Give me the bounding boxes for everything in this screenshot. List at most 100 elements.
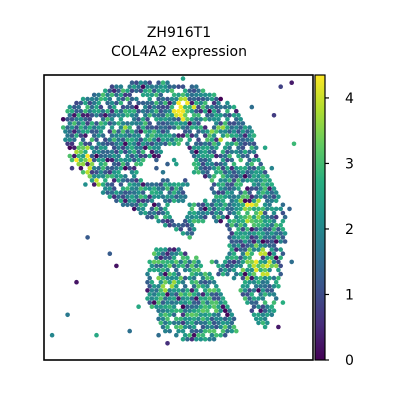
expression-spot bbox=[211, 320, 217, 326]
expression-spot bbox=[273, 239, 279, 244]
expression-spot bbox=[151, 129, 157, 134]
expression-spot bbox=[167, 328, 172, 334]
expression-spot bbox=[180, 296, 186, 301]
expression-spot bbox=[189, 304, 195, 310]
expression-spot bbox=[269, 263, 275, 269]
expression-spot bbox=[109, 125, 115, 130]
expression-spot bbox=[216, 198, 221, 204]
expression-spot bbox=[209, 332, 215, 338]
expression-spot bbox=[194, 214, 199, 220]
expression-spot bbox=[149, 296, 155, 301]
expression-spot bbox=[147, 129, 152, 134]
expression-spot bbox=[187, 316, 192, 322]
expression-spot bbox=[196, 113, 201, 118]
expression-spot bbox=[160, 267, 166, 273]
expression-spot bbox=[98, 96, 104, 102]
expression-spot bbox=[158, 255, 164, 261]
expression-spot bbox=[176, 84, 181, 89]
expression-spot bbox=[163, 141, 168, 147]
expression-spot bbox=[229, 157, 235, 163]
expression-spot bbox=[225, 117, 230, 122]
expression-spot bbox=[231, 170, 237, 175]
expression-spot bbox=[236, 202, 241, 208]
expression-spot bbox=[269, 247, 275, 252]
expression-spot bbox=[253, 259, 259, 265]
expression-spot bbox=[143, 113, 148, 118]
expression-spot bbox=[258, 235, 264, 240]
expression-spot bbox=[91, 157, 97, 163]
expression-spot bbox=[160, 137, 166, 142]
expression-spot bbox=[225, 206, 230, 212]
expression-spot bbox=[271, 275, 277, 281]
expression-spot bbox=[165, 121, 170, 126]
expression-spot bbox=[202, 133, 208, 138]
expression-spot bbox=[191, 121, 197, 126]
expression-spot bbox=[251, 174, 257, 179]
expression-spot bbox=[207, 133, 212, 138]
expression-spot bbox=[169, 186, 175, 191]
expression-spot bbox=[280, 251, 286, 256]
expression-spot bbox=[276, 324, 281, 330]
expression-spot bbox=[151, 194, 157, 199]
expression-spot bbox=[202, 141, 208, 147]
expression-spot bbox=[236, 259, 241, 265]
expression-spot bbox=[180, 304, 186, 310]
expression-spot bbox=[238, 198, 243, 204]
expression-spot bbox=[160, 284, 166, 289]
expression-spot bbox=[89, 145, 95, 151]
expression-spot bbox=[78, 141, 84, 147]
expression-spot bbox=[269, 312, 275, 318]
expression-spot bbox=[218, 186, 223, 191]
expression-spot bbox=[245, 153, 250, 159]
expression-spot bbox=[80, 96, 86, 102]
expression-spot bbox=[156, 202, 161, 208]
expression-spot bbox=[256, 174, 261, 179]
expression-spot bbox=[165, 96, 170, 102]
expression-spot bbox=[91, 133, 97, 138]
expression-spot bbox=[229, 190, 235, 195]
expression-spot bbox=[191, 104, 197, 110]
expression-spot bbox=[171, 296, 177, 301]
expression-spot bbox=[253, 186, 259, 191]
expression-spot bbox=[247, 271, 252, 277]
expression-spot bbox=[154, 190, 159, 195]
expression-spot bbox=[165, 88, 170, 94]
expression-spot bbox=[76, 161, 81, 167]
expression-spot bbox=[189, 117, 195, 122]
expression-spot bbox=[189, 92, 195, 98]
expression-spot bbox=[125, 96, 130, 102]
expression-spot bbox=[249, 235, 255, 240]
expression-spot bbox=[105, 157, 110, 163]
expression-spot bbox=[191, 153, 197, 159]
expression-spot bbox=[260, 239, 266, 244]
expression-spot bbox=[120, 88, 126, 94]
expression-spot bbox=[85, 161, 90, 167]
expression-spot bbox=[151, 267, 157, 273]
expression-spot bbox=[127, 149, 132, 155]
expression-spot bbox=[182, 316, 188, 322]
expression-spot bbox=[200, 96, 206, 102]
expression-spot bbox=[202, 100, 208, 106]
expression-spot bbox=[120, 113, 126, 118]
expression-spot bbox=[194, 141, 199, 147]
expression-spot bbox=[191, 275, 197, 281]
expression-spot bbox=[149, 84, 155, 89]
expression-spot bbox=[76, 129, 81, 134]
expression-spot bbox=[245, 235, 250, 240]
expression-spot bbox=[116, 96, 121, 102]
expression-spot bbox=[136, 108, 141, 114]
expression-spot bbox=[196, 259, 201, 265]
expression-spot bbox=[227, 218, 232, 224]
expression-spot bbox=[118, 141, 124, 147]
expression-spot bbox=[227, 186, 232, 191]
expression-spot bbox=[278, 239, 284, 244]
expression-spot bbox=[251, 304, 257, 310]
expression-spot bbox=[89, 137, 95, 142]
expression-spot bbox=[185, 214, 190, 220]
expression-spot bbox=[83, 108, 88, 114]
expression-spot bbox=[154, 255, 159, 261]
expression-spot bbox=[160, 113, 166, 118]
expression-spot bbox=[147, 292, 152, 297]
expression-spot bbox=[134, 88, 139, 94]
expression-spot bbox=[218, 113, 223, 118]
